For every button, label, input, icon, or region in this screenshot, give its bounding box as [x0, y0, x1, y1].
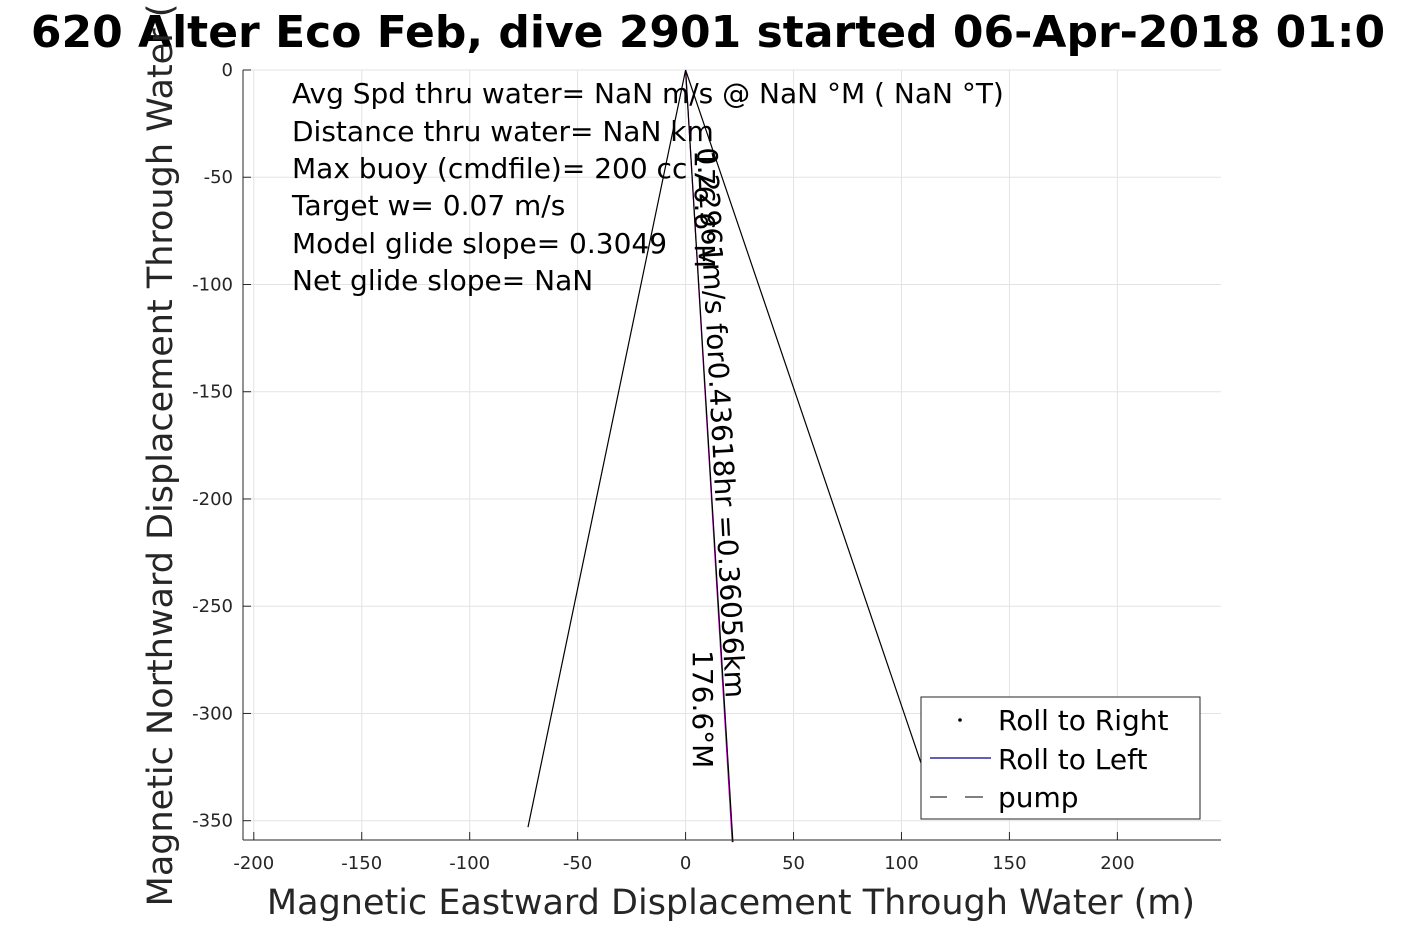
- x-ticks: -200 -150 -100 -50 0 50 100 150 200: [233, 832, 1135, 874]
- y-tick-label: -150: [192, 382, 233, 403]
- y-tick-label: -250: [192, 596, 233, 617]
- y-tick-label: -350: [192, 811, 233, 832]
- x-tick-label: 50: [782, 853, 805, 874]
- series-layer: [527, 69, 924, 843]
- annotation-distance: Distance thru water= NaN km: [292, 115, 714, 148]
- annotation-target-w: Target w= 0.07 m/s: [291, 189, 565, 222]
- y-ticks: 0 -50 -100 -150 -200 -250 -300 -350: [192, 60, 251, 832]
- x-tick-label: -100: [449, 853, 490, 874]
- x-tick-label: 150: [992, 853, 1026, 874]
- y-tick-label: -50: [204, 167, 233, 188]
- annotation-net-glide-slope: Net glide slope= NaN: [292, 264, 593, 297]
- series-line-2: [685, 69, 924, 770]
- annotation-avg-speed: Avg Spd thru water= NaN m/s @ NaN °M ( N…: [292, 77, 1004, 110]
- x-tick-label: -150: [341, 853, 382, 874]
- y-tick-label: 0: [222, 60, 233, 81]
- annotation-max-buoy: Max buoy (cmdfile)= 200 cc: [292, 152, 687, 185]
- annotation-model-glide-slope: Model glide slope= 0.3049: [292, 227, 667, 260]
- y-axis-label: Magnetic Northward Displacement Through …: [141, 4, 181, 907]
- chart-title: 620 Alter Eco Feb, dive 2901 started 06-…: [31, 7, 1385, 58]
- legend-label-roll-right: Roll to Right: [998, 704, 1169, 737]
- legend-label-roll-left: Roll to Left: [998, 743, 1147, 776]
- line-label-heading-1: 176.6°M: [688, 150, 721, 268]
- y-tick-label: -200: [192, 489, 233, 510]
- x-tick-label: 200: [1100, 853, 1134, 874]
- legend-label-pump: pump: [998, 781, 1079, 814]
- series-line-1: [527, 69, 687, 828]
- y-tick-label: -100: [192, 274, 233, 295]
- legend-dot-marker: [958, 718, 962, 722]
- x-tick-label: -200: [233, 853, 274, 874]
- line-labels: 0.22961m/s for0.43618hr =0.36056km 176.6…: [686, 147, 752, 769]
- legend: Roll to Right Roll to Left pump: [920, 696, 1201, 820]
- x-tick-label: 0: [680, 853, 691, 874]
- axes: [242, 70, 1221, 841]
- line-label-heading-2: 176.6°M: [686, 650, 719, 768]
- x-tick-label: 100: [884, 853, 918, 874]
- series-line-4: [685, 69, 734, 843]
- y-tick-label: -300: [192, 703, 233, 724]
- x-tick-label: -50: [563, 853, 592, 874]
- x-axis-label: Magnetic Eastward Displacement Through W…: [267, 883, 1195, 923]
- annotation-block: Avg Spd thru water= NaN m/s @ NaN °M ( N…: [291, 77, 1004, 297]
